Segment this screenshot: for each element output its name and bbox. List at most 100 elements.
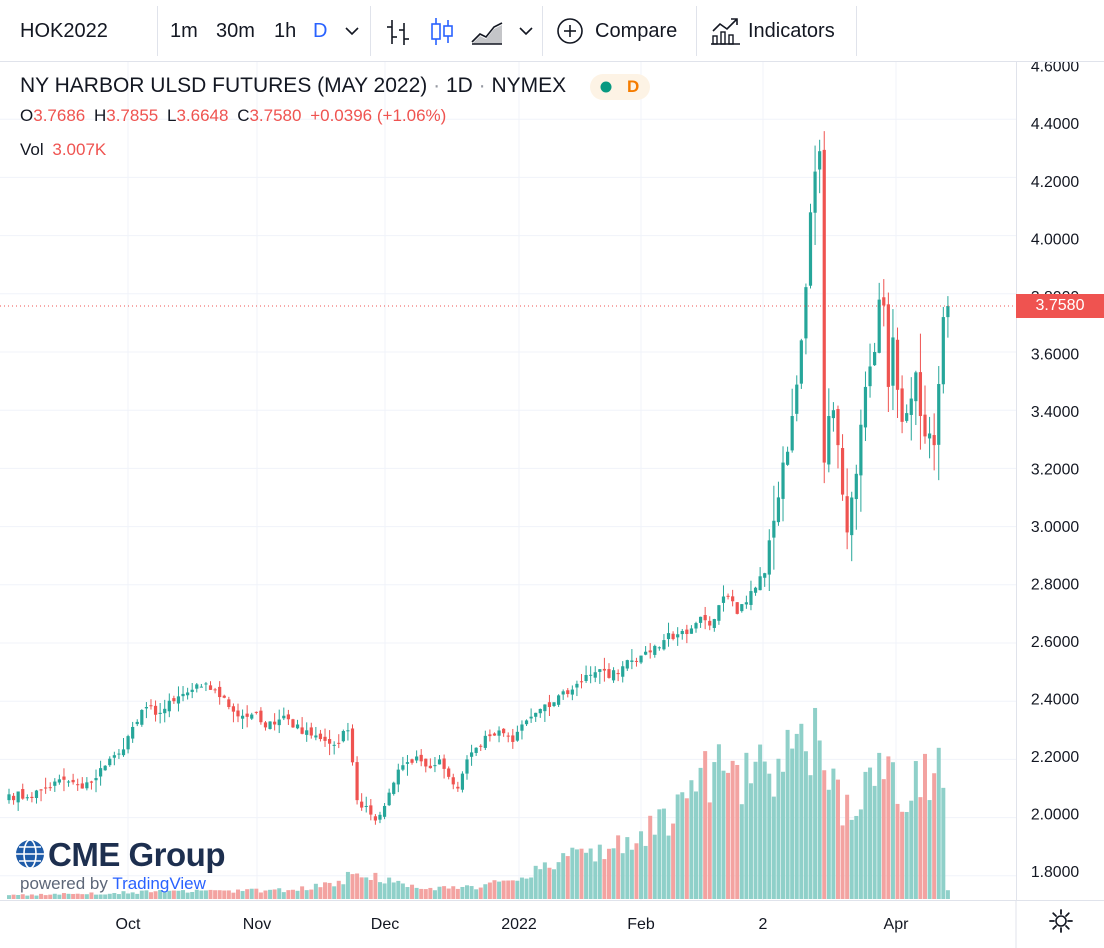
symbol-search[interactable]: HOK2022	[20, 20, 108, 42]
candle-body	[914, 372, 918, 402]
candle-body	[653, 645, 657, 655]
volume-bar	[826, 789, 831, 899]
volume-bar	[602, 859, 607, 899]
interval-d[interactable]: D	[313, 20, 328, 42]
candle-body	[295, 724, 300, 729]
compare-button[interactable]: Compare	[552, 10, 692, 52]
price-tick-label: 3.2000	[1031, 461, 1080, 478]
candle-body	[437, 759, 442, 765]
volume-bar	[753, 761, 758, 899]
price-axis[interactable]: 1.8000 2.0000 2.2000 2.4000 2.6000 2.8000 3.00…	[1016, 62, 1104, 900]
price-tick-label: 4.2000	[1031, 174, 1080, 191]
close-value: 3.7580	[249, 106, 302, 125]
volume-bar	[469, 886, 474, 899]
candle-body	[415, 756, 419, 761]
volume-bar	[373, 872, 378, 899]
candle-body	[552, 702, 556, 706]
volume-bar	[43, 895, 48, 899]
candle-body	[927, 433, 932, 439]
candle-body	[456, 786, 460, 789]
volume-bar	[574, 849, 579, 899]
candle-body	[726, 595, 730, 597]
volume-bar	[478, 887, 483, 899]
plus-circle-icon	[557, 18, 583, 44]
settings-gear-icon[interactable]	[1048, 908, 1074, 934]
candle-body	[703, 615, 707, 621]
candle-body	[520, 724, 524, 731]
candle-body	[868, 366, 872, 387]
candle-body	[712, 619, 716, 628]
candle-body	[534, 712, 538, 717]
volume-bar	[556, 862, 561, 899]
bar-chart-style-icon[interactable]	[384, 17, 412, 47]
interval-1m[interactable]: 1m	[170, 20, 198, 42]
candle-body	[836, 409, 840, 446]
volume-bar	[890, 762, 895, 899]
candle-body	[204, 683, 208, 685]
volume-bar	[116, 894, 121, 899]
interval-30m[interactable]: 30m	[216, 20, 255, 42]
time-axis[interactable]: Oct Nov Dec 2022 Feb 2 Apr	[0, 900, 1104, 948]
candle-body	[698, 616, 703, 623]
candle-body	[497, 730, 501, 736]
tradingview-brand[interactable]: TradingView	[112, 874, 206, 893]
candle-body	[410, 759, 414, 763]
volume-bar	[492, 880, 497, 899]
volume-bar	[730, 760, 735, 899]
time-tick-label: Oct	[116, 916, 141, 933]
volume-bar	[533, 865, 538, 899]
volume-bar	[474, 889, 479, 899]
candle-body	[222, 695, 226, 698]
volume-bar	[410, 884, 415, 899]
candle-body	[99, 768, 103, 777]
chart-style-dropdown-chevron-icon[interactable]	[518, 26, 534, 36]
candle-chart-style-icon[interactable]	[428, 16, 456, 48]
volume-bar	[162, 892, 167, 899]
volume-bar	[904, 812, 909, 899]
symbol-legend[interactable]: NY HARBOR ULSD FUTURES (MAY 2022) · 1D ·…	[20, 74, 566, 98]
candle-body	[135, 721, 139, 725]
candle-body	[625, 660, 629, 669]
market-status-badge[interactable]: D	[590, 74, 650, 100]
volume-bar	[121, 891, 126, 899]
interval-1h[interactable]: 1h	[274, 20, 297, 42]
volume-bar	[277, 888, 282, 899]
candle-body	[937, 384, 941, 445]
volume-bar	[236, 889, 240, 899]
volume-bar	[139, 890, 144, 899]
low-label: L	[166, 106, 177, 125]
candle-body	[630, 660, 634, 662]
volume-bar	[680, 792, 685, 899]
interval-dropdown-chevron-icon[interactable]	[344, 26, 360, 36]
candle-body	[442, 758, 446, 769]
candle-body	[900, 388, 904, 422]
volume-bar	[368, 879, 373, 899]
candle-body	[236, 710, 240, 717]
volume-bar	[48, 894, 53, 899]
candle-body	[346, 730, 350, 732]
candle-body	[859, 424, 863, 476]
candle-body	[405, 762, 410, 764]
area-chart-style-icon[interactable]	[470, 18, 504, 46]
volume-bar	[497, 881, 502, 899]
volume-bar	[148, 892, 153, 899]
price-chart[interactable]	[0, 62, 1016, 900]
candle-body	[273, 721, 277, 725]
cme-group-logo: CME Group	[48, 836, 225, 873]
candle-body	[474, 747, 478, 753]
volume-bar	[616, 835, 621, 899]
volume-bar	[716, 744, 721, 899]
candle-body	[616, 673, 620, 675]
volume-bar	[776, 758, 781, 899]
candle-body	[11, 795, 16, 801]
indicators-button[interactable]: Indicators	[706, 10, 852, 52]
volume-bar	[11, 894, 16, 899]
volume-bar	[80, 894, 85, 899]
volume-bar	[611, 848, 616, 899]
volume-bar	[451, 886, 456, 899]
volume-bar	[98, 894, 103, 899]
candle-body	[905, 413, 909, 421]
volume-bar	[877, 752, 882, 899]
price-tick-label: 2.6000	[1031, 634, 1080, 651]
volume-bar	[341, 884, 346, 899]
